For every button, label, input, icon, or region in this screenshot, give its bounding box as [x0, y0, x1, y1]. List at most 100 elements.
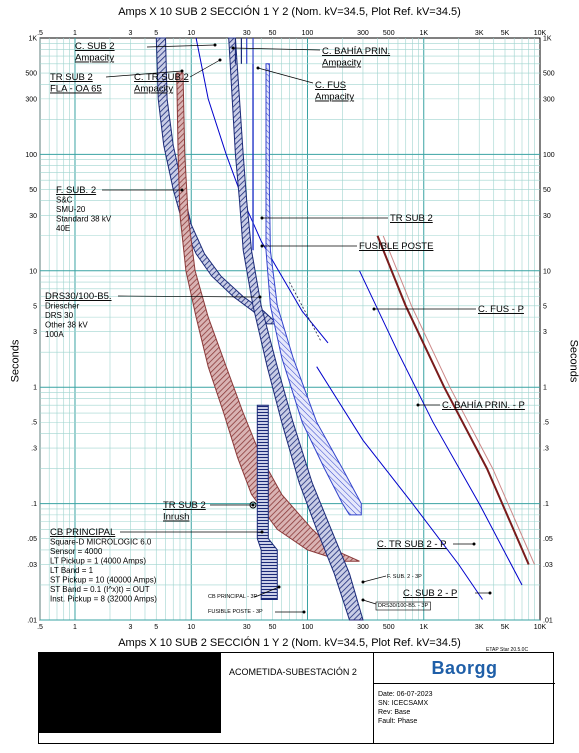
x-tick-label-top: 100 — [302, 30, 314, 37]
annotation-label: TR SUB 2 — [50, 72, 93, 83]
annotation-detail: ST Band = 0.1 (I^x)t) = OUT — [50, 585, 150, 594]
annotation-label: C. FUS — [315, 80, 346, 91]
annotation-label: CB PRINCIPAL - 3P — [208, 594, 258, 600]
x-tick-label-top: 300 — [357, 30, 369, 37]
leader-line — [117, 295, 261, 298]
annotation-detail: 40E — [56, 224, 70, 233]
annotation-sub: Ampacity — [322, 58, 361, 69]
leader-arrow — [213, 43, 217, 47]
y-tick-label-right: 300 — [543, 96, 555, 103]
x-tick-label-bottom: 300 — [357, 624, 369, 631]
leader-arrow — [260, 216, 264, 220]
annotation-sub: Ampacity — [134, 84, 173, 95]
annotation-detail: Standard 38 kV — [56, 215, 112, 224]
etap-version: ETAP Star 20.5.0C — [486, 647, 529, 653]
leader-arrow — [180, 188, 184, 192]
annotation-detail: ST Pickup = 10 (40000 Amps) — [50, 576, 157, 585]
annotation-sub: Inrush — [163, 512, 189, 523]
y-tick-label-right: 5 — [543, 303, 547, 310]
y-tick-label-right: 500 — [543, 71, 555, 78]
leader-arrow — [180, 69, 184, 73]
leader-arrow — [258, 295, 262, 299]
x-tick-label-top: 10 — [187, 30, 195, 37]
leader-arrow — [277, 585, 281, 589]
x-tick-label-top: 5K — [501, 30, 510, 37]
annotation-label: C. SUB 2 — [75, 41, 115, 52]
y-tick-label-left: .03 — [27, 562, 37, 569]
series-c-sub-2 — [228, 37, 364, 621]
x-tick-label-bottom: 3 — [129, 624, 133, 631]
leader-arrow — [361, 580, 365, 584]
leader-arrow — [302, 610, 306, 614]
y-tick-label-left: .3 — [31, 446, 37, 453]
annotation-detail: Square-D MICROLOGIC 6.0 — [50, 538, 152, 547]
leader-arrow — [251, 503, 255, 507]
x-tick-label-top: 10K — [534, 30, 547, 37]
annotation-label: DRS30/100-B5. - 3P — [378, 603, 428, 609]
y-tick-label-left: .05 — [27, 536, 37, 543]
series-c-fus-p — [376, 235, 530, 565]
leader-line — [254, 586, 280, 598]
y-tick-label-right: .05 — [543, 536, 553, 543]
x-tick-label-top: 50 — [269, 30, 277, 37]
annotation-detail: Sensor = 4000 — [50, 547, 103, 556]
series-c-bah-a-prin-p — [359, 270, 523, 586]
title-block-info: Baorgg Date: 06-07-2023 SN: ICECSAMX Rev… — [373, 653, 555, 743]
y-tick-label-left: 3 — [33, 329, 37, 336]
annotation-detail: 100A — [45, 330, 64, 339]
rev-field: Rev: Base — [378, 709, 411, 716]
annotation-label: F. SUB. 2 — [56, 185, 96, 196]
sn-field: SN: ICECSAMX — [378, 700, 429, 707]
y-tick-label-right: .01 — [543, 618, 553, 625]
y-tick-label-left: 5 — [33, 303, 37, 310]
annotation-detail: Driescher — [45, 302, 80, 311]
annotation-detail: LT Pickup = 1 (4000 Amps) — [50, 557, 146, 566]
leader-arrow — [218, 58, 222, 62]
series-cb-principal — [256, 404, 278, 600]
y-tick-label-right: 50 — [543, 187, 551, 194]
y-tick-label-left: .5 — [31, 420, 37, 427]
leader-arrow — [488, 591, 492, 595]
chart-title-top: Amps X 10 SUB 2 SECCIÓN 1 Y 2 (Nom. kV=3… — [118, 6, 461, 18]
annotation-label: C. BAHÍA PRIN. — [322, 46, 390, 57]
x-tick-label-top: 5 — [154, 30, 158, 37]
x-tick-label-top: 1K — [419, 30, 428, 37]
x-tick-label-bottom: 100 — [302, 624, 314, 631]
x-tick-label-bottom: 3K — [475, 624, 484, 631]
leader-line — [146, 44, 216, 48]
y-tick-label-right: .5 — [543, 420, 549, 427]
annotation-label: CB PRINCIPAL — [50, 527, 115, 538]
annotation-detail: LT Band = 1 — [50, 566, 94, 575]
x-tick-label-top: 3 — [129, 30, 133, 37]
y-tick-label-right: 100 — [543, 152, 555, 159]
leader-line — [362, 599, 377, 605]
y-tick-label-left: 30 — [29, 213, 37, 220]
annotation-label: TR SUB 2 — [163, 500, 206, 511]
annotation-detail: Inst. Pickup = 8 (32000 Amps) — [50, 595, 157, 604]
annotation-sub: Ampacity — [75, 53, 114, 64]
x-tick-label-bottom: 50 — [269, 624, 277, 631]
leader-arrow — [231, 46, 235, 50]
leader-line — [189, 59, 221, 78]
annotation-detail: Other 38 kV — [45, 321, 88, 330]
annotation-label: C. SUB 2 - P — [403, 588, 457, 599]
annotation-label: F. SUB. 2 - 3P — [387, 574, 422, 580]
x-tick-label-bottom: 5K — [501, 624, 510, 631]
fuse-extension-line — [289, 281, 322, 342]
annotation-sub: Ampacity — [315, 92, 354, 103]
project-name: ACOMETIDA-SUBESTACIÓN 2 — [229, 667, 357, 677]
x-tick-label-bottom: 5 — [154, 624, 158, 631]
y-tick-label-left: 100 — [25, 152, 37, 159]
x-tick-label-top: 3K — [475, 30, 484, 37]
date-field: Date: 06-07-2023 — [378, 691, 433, 698]
tcc-chart: .5 .5 1 1 3 3 5 5 10 10 30 30 50 50 100 100 300 300 500 500… — [25, 30, 555, 631]
annotation-detail: DRS 30 — [45, 311, 74, 320]
x-tick-label-bottom: 1K — [419, 624, 428, 631]
annotation-sub: FLA - OA 65 — [50, 84, 102, 95]
y-tick-label-left: 50 — [29, 187, 37, 194]
leader-arrow — [361, 598, 365, 602]
annotation-label: C. FUS - P — [478, 304, 524, 315]
logo-text: Baorgg — [431, 657, 498, 678]
redacted-area — [39, 653, 221, 733]
leader-arrow — [372, 307, 376, 311]
